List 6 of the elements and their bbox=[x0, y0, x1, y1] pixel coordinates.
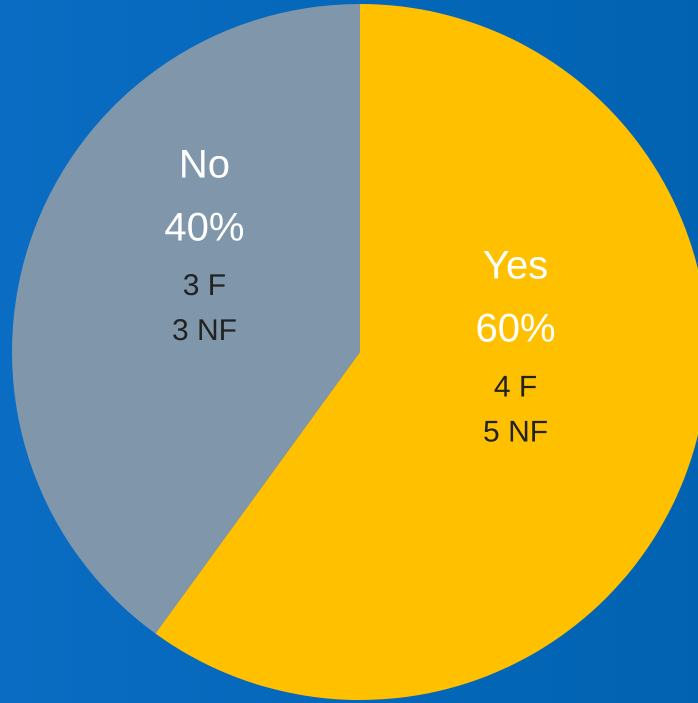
text: 4 F 5 NF bbox=[483, 370, 548, 448]
slice-label: Yes bbox=[482, 244, 548, 288]
text: 3 F 3 NF bbox=[172, 269, 237, 348]
data-label: 40% bbox=[164, 205, 244, 250]
data-label: 60% bbox=[476, 306, 556, 351]
slice-label: No bbox=[178, 142, 230, 186]
